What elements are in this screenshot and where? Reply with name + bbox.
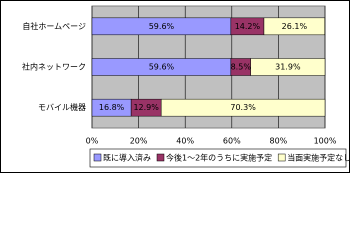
x-tick-label: 40% (176, 137, 194, 146)
legend-label: 既に導入済み (103, 153, 151, 163)
value-label: 8.5% (231, 63, 252, 72)
legend-swatch (156, 153, 165, 162)
page: 0% 20% 40% 60% 80% 100% 自社ホームページ 59.6% 14.2% 26.1… (0, 0, 350, 173)
legend-label: 当面実施予定なし (287, 153, 350, 163)
legend-box (89, 148, 347, 168)
y-tick-label: 社内ネットワーク (22, 62, 86, 72)
value-label: 14.2% (235, 22, 261, 31)
value-label: 59.6% (149, 63, 175, 72)
legend-label: 今後1～2年のうちに実施予定 (166, 153, 272, 163)
legend-swatch (93, 153, 102, 162)
legend: 既に導入済み 今後1～2年のうちに実施予定 当面実施予定なし (89, 148, 350, 168)
bar-segment (263, 17, 326, 36)
value-label: 12.9% (133, 103, 159, 112)
x-tick-label: 0% (86, 137, 99, 146)
value-label: 26.1% (282, 22, 308, 31)
value-label: 59.6% (149, 22, 175, 31)
y-tick-label: モバイル機器 (38, 102, 86, 112)
x-tick-label: 20% (130, 137, 148, 146)
chart: 0% 20% 40% 60% 80% 100% 自社ホームページ 59.6% 14.2% 26.1… (0, 0, 350, 173)
bar-segment (250, 58, 326, 76)
x-tick-label: 60% (223, 137, 241, 146)
legend-swatch (277, 153, 286, 162)
value-label: 16.8% (99, 103, 125, 112)
bar-segment (160, 98, 326, 117)
x-tick-label: 80% (270, 137, 288, 146)
value-label: 31.9% (275, 63, 301, 72)
value-label: 70.3% (230, 103, 256, 112)
y-tick-label: 自社ホームページ (22, 21, 86, 31)
x-tick-label: 100% (314, 137, 337, 146)
